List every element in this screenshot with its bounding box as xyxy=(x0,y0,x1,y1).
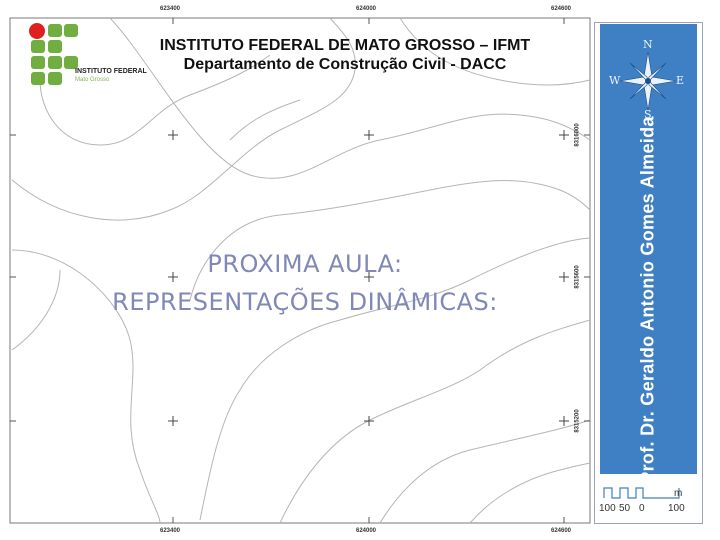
grid-markers xyxy=(168,130,569,426)
edge-ticks xyxy=(10,18,590,523)
y-tick-right-3: 8315200 xyxy=(574,409,581,433)
x-tick-top-3: 624600 xyxy=(551,6,572,12)
author-name: Prof. Dr. Geraldo Antonio Gomes Almeida xyxy=(637,116,658,484)
x-tick-bottom-1: 623400 xyxy=(160,528,181,534)
logo-campus: Mato Grosso xyxy=(75,77,110,83)
compass-east: E xyxy=(676,74,685,87)
compass-west: W xyxy=(609,74,621,87)
overlay-next-class: PROXIMA AULA: xyxy=(207,250,403,278)
y-tick-left-1: 8316000 xyxy=(0,123,1,146)
overlay-topic: REPRESENTAÇÕES DINÂMICAS: xyxy=(112,288,498,316)
compass-south: S xyxy=(644,108,652,121)
scale-label-0: 0 xyxy=(639,503,645,514)
y-tick-left-3: 8315200 xyxy=(0,409,1,432)
logo-institution: INSTITUTO FEDERAL xyxy=(75,68,147,75)
y-tick-right-1: 8316000 xyxy=(574,123,581,147)
x-tick-bottom-3: 624600 xyxy=(551,528,572,534)
scale-unit: m xyxy=(674,488,683,499)
header-title: INSTITUTO FEDERAL DE MATO GROSSO – IFMT xyxy=(159,37,531,54)
x-tick-top-1: 623400 xyxy=(160,6,181,12)
x-tick-bottom-2: 624000 xyxy=(356,528,377,534)
compass-rose-icon xyxy=(619,51,677,111)
header-subtitle: Departamento de Construção Civil - DACC xyxy=(183,56,507,73)
scale-label-100-right: 100 xyxy=(668,503,685,514)
map-frame xyxy=(9,17,591,524)
contour-lines xyxy=(11,17,591,524)
scale-label-50: 50 xyxy=(619,503,631,514)
scale-label-100-left: 100 xyxy=(599,503,616,514)
x-tick-top-2: 624000 xyxy=(356,6,377,12)
y-tick-left-2: 8315600 xyxy=(0,265,1,288)
ifmt-logo xyxy=(29,23,78,85)
compass-north: N xyxy=(643,38,653,51)
scale-bar xyxy=(603,487,680,499)
